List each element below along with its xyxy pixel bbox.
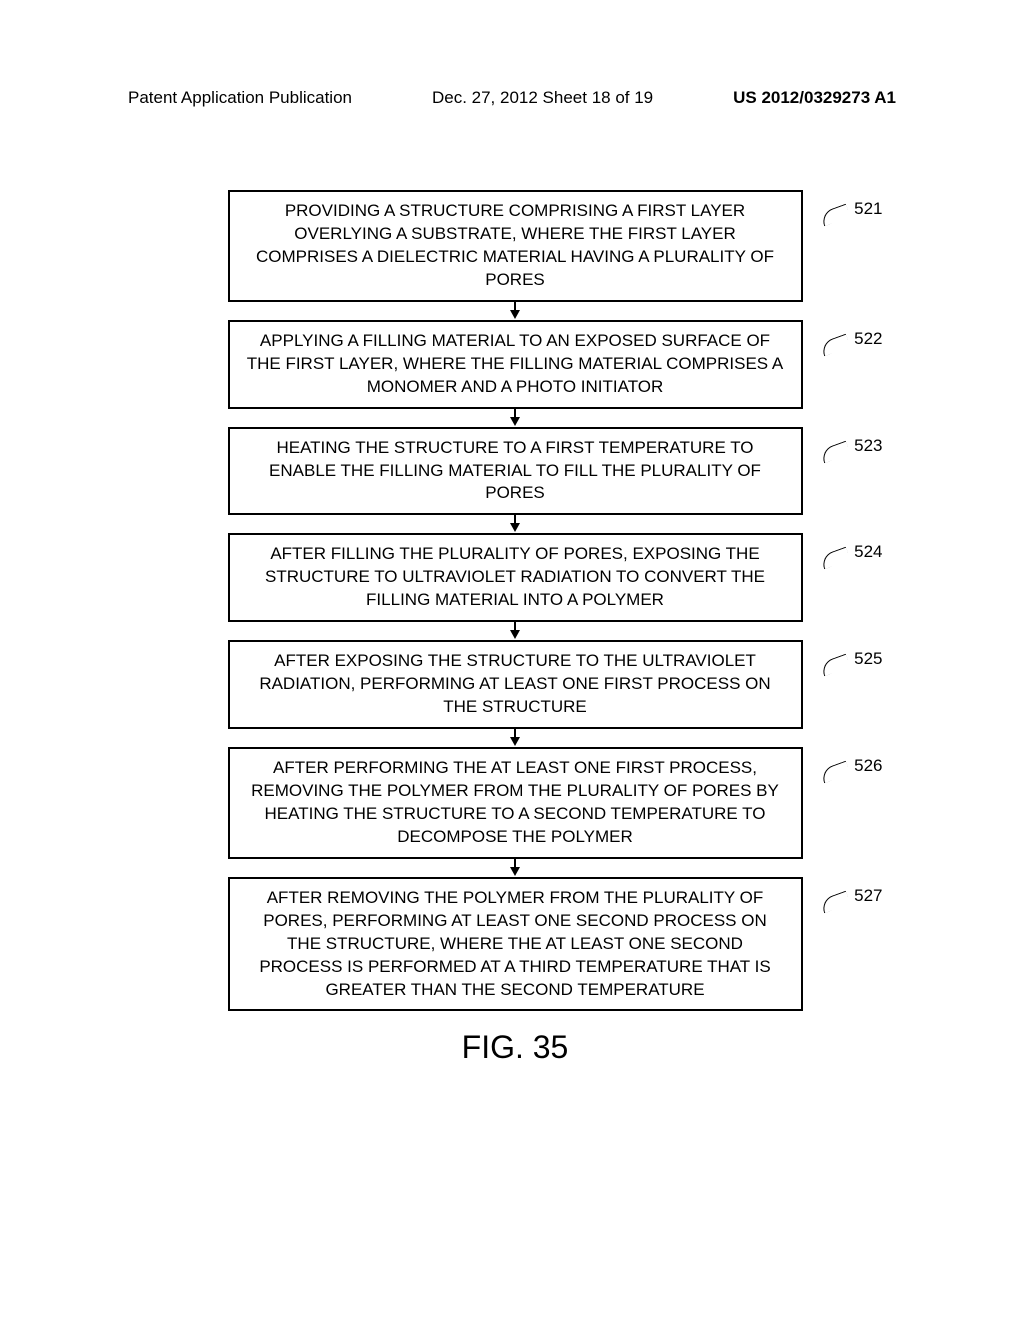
header-center-text: Dec. 27, 2012 Sheet 18 of 19 [432, 88, 653, 108]
flowchart-box: APPLYING A FILLING MATERIAL TO AN EXPOSE… [228, 320, 803, 409]
arrow-container [165, 302, 865, 320]
label-connector [819, 761, 850, 784]
page-header: Patent Application Publication Dec. 27, … [0, 88, 1024, 108]
flowchart-box: PROVIDING A STRUCTURE COMPRISING A FIRST… [228, 190, 803, 302]
header-right-text: US 2012/0329273 A1 [733, 88, 896, 108]
flowchart-container: PROVIDING A STRUCTURE COMPRISING A FIRST… [165, 190, 865, 1066]
box-label: 522 [854, 328, 882, 351]
flowchart-box: AFTER EXPOSING THE STRUCTURE TO THE ULTR… [228, 640, 803, 729]
flowchart-box: HEATING THE STRUCTURE TO A FIRST TEMPERA… [228, 427, 803, 516]
flowchart-box: AFTER FILLING THE PLURALITY OF PORES, EX… [228, 533, 803, 622]
arrow-container [165, 729, 865, 747]
label-connector [819, 890, 850, 913]
box-label: 524 [854, 541, 882, 564]
arrow-container [165, 515, 865, 533]
label-connector [819, 333, 850, 356]
header-left-text: Patent Application Publication [128, 88, 352, 108]
box-text: AFTER REMOVING THE POLYMER FROM THE PLUR… [259, 888, 770, 999]
label-connector [819, 204, 850, 227]
box-label: 527 [854, 885, 882, 908]
figure-label: FIG. 35 [165, 1029, 865, 1066]
label-connector [819, 547, 850, 570]
arrow-container [165, 859, 865, 877]
box-text: HEATING THE STRUCTURE TO A FIRST TEMPERA… [269, 438, 761, 503]
box-text: AFTER FILLING THE PLURALITY OF PORES, EX… [265, 544, 765, 609]
box-label: 521 [854, 198, 882, 221]
box-text: AFTER PERFORMING THE AT LEAST ONE FIRST … [251, 758, 779, 846]
box-text: AFTER EXPOSING THE STRUCTURE TO THE ULTR… [259, 651, 770, 716]
box-text: PROVIDING A STRUCTURE COMPRISING A FIRST… [256, 201, 774, 289]
box-label: 525 [854, 648, 882, 671]
label-connector [819, 654, 850, 677]
flowchart-box: AFTER REMOVING THE POLYMER FROM THE PLUR… [228, 877, 803, 1012]
flowchart-box: AFTER PERFORMING THE AT LEAST ONE FIRST … [228, 747, 803, 859]
label-connector [819, 440, 850, 463]
arrow-container [165, 409, 865, 427]
box-label: 526 [854, 755, 882, 778]
arrow-container [165, 622, 865, 640]
box-text: APPLYING A FILLING MATERIAL TO AN EXPOSE… [247, 331, 784, 396]
box-label: 523 [854, 435, 882, 458]
